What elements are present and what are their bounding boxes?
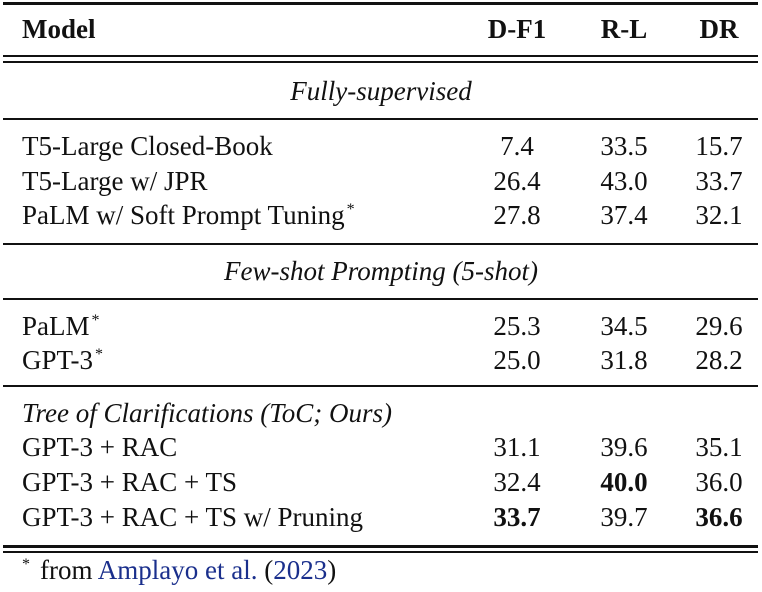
header-d-f1: D-F1 <box>487 14 547 44</box>
table-row: PaLM * 25.3 34.5 29.6 <box>0 309 762 343</box>
section-rule-fewshot <box>3 298 758 300</box>
table-header: Model D-F1 R-L DR <box>0 12 762 46</box>
cell-dr-best: 36.6 <box>695 502 743 532</box>
cell-dr: 28.2 <box>695 345 743 375</box>
row-model-name: PaLM <box>22 311 90 341</box>
cell-d-f1: 25.0 <box>493 345 541 375</box>
cell-r-l: 39.7 <box>600 502 648 532</box>
cell-r-l: 37.4 <box>600 200 648 230</box>
citation-year-link[interactable]: 2023 <box>273 555 328 585</box>
table-row: GPT-3 + RAC 31.1 39.6 35.1 <box>0 430 762 464</box>
footnote-marker: * <box>346 201 355 218</box>
cell-r-l: 33.5 <box>600 131 648 161</box>
cell-d-f1: 7.4 <box>500 131 534 161</box>
row-model: GPT-3 * <box>22 343 103 382</box>
row-model: GPT-3 + RAC <box>22 432 178 462</box>
section-few-shot: Few-shot Prompting (5-shot) <box>224 256 538 286</box>
cell-dr: 33.7 <box>695 166 743 196</box>
row-model-name: PaLM w/ Soft Prompt Tuning <box>22 200 345 230</box>
footnote-marker: * <box>95 346 104 363</box>
cell-dr: 15.7 <box>695 131 743 161</box>
cell-d-f1: 31.1 <box>493 432 541 462</box>
cell-dr: 32.1 <box>695 200 743 230</box>
section-tree-of-clarifications: Tree of Clarifications (ToC; Ours) <box>22 398 393 428</box>
section-fully-supervised: Fully-supervised <box>290 76 472 106</box>
cell-r-l-best: 40.0 <box>600 467 648 497</box>
row-model-name: GPT-3 <box>22 345 94 375</box>
cell-r-l: 34.5 <box>600 311 648 341</box>
bottom-rule-1 <box>3 545 758 548</box>
table-row: GPT-3 + RAC + TS w/ Pruning 33.7 39.7 36… <box>0 500 762 534</box>
header-r-l: R-L <box>600 14 648 44</box>
bottom-rule-2 <box>3 551 758 553</box>
header-dr: DR <box>699 14 739 44</box>
cell-d-f1: 27.8 <box>493 200 541 230</box>
footnote-marker: * <box>91 312 100 329</box>
cell-r-l: 39.6 <box>600 432 648 462</box>
cell-d-f1: 25.3 <box>493 311 541 341</box>
cell-r-l: 31.8 <box>600 345 648 375</box>
section-rule-fewshot-end <box>3 385 758 387</box>
row-model: GPT-3 + RAC + TS w/ Pruning <box>22 502 364 532</box>
row-model: PaLM * <box>22 309 100 348</box>
cell-d-f1-best: 33.7 <box>493 502 541 532</box>
cell-dr: 36.0 <box>695 467 743 497</box>
citation-open-paren: ( <box>264 555 274 585</box>
row-model: T5-Large Closed-Book <box>22 131 273 161</box>
top-rule <box>3 2 758 5</box>
cell-d-f1: 26.4 <box>493 166 541 196</box>
footnote: * from Amplayo et al. (2023) <box>22 553 336 592</box>
footnote-text: from <box>40 555 93 585</box>
header-model: Model <box>22 14 96 44</box>
row-model: PaLM w/ Soft Prompt Tuning * <box>22 198 355 237</box>
table-row: GPT-3 * 25.0 31.8 28.2 <box>0 343 762 377</box>
row-model: GPT-3 + RAC + TS <box>22 467 238 497</box>
table-row: T5-Large w/ JPR 26.4 43.0 33.7 <box>0 164 762 198</box>
cell-d-f1: 32.4 <box>493 467 541 497</box>
table-row: PaLM w/ Soft Prompt Tuning * 27.8 37.4 32… <box>0 198 762 232</box>
section-rule-fully <box>3 118 758 120</box>
header-rule-2 <box>3 61 758 63</box>
table-row: T5-Large Closed-Book 7.4 33.5 15.7 <box>0 129 762 163</box>
cell-dr: 29.6 <box>695 311 743 341</box>
citation-link[interactable]: Amplayo et al. <box>97 555 258 585</box>
cell-dr: 35.1 <box>695 432 743 462</box>
header-rule-1 <box>3 55 758 57</box>
section-rule-fully-end <box>3 243 758 245</box>
row-model: T5-Large w/ JPR <box>22 166 208 196</box>
table-row: GPT-3 + RAC + TS 32.4 40.0 36.0 <box>0 465 762 499</box>
cell-r-l: 43.0 <box>600 166 648 196</box>
footnote-marker: * <box>22 556 30 573</box>
citation-close-paren: ) <box>327 555 337 585</box>
